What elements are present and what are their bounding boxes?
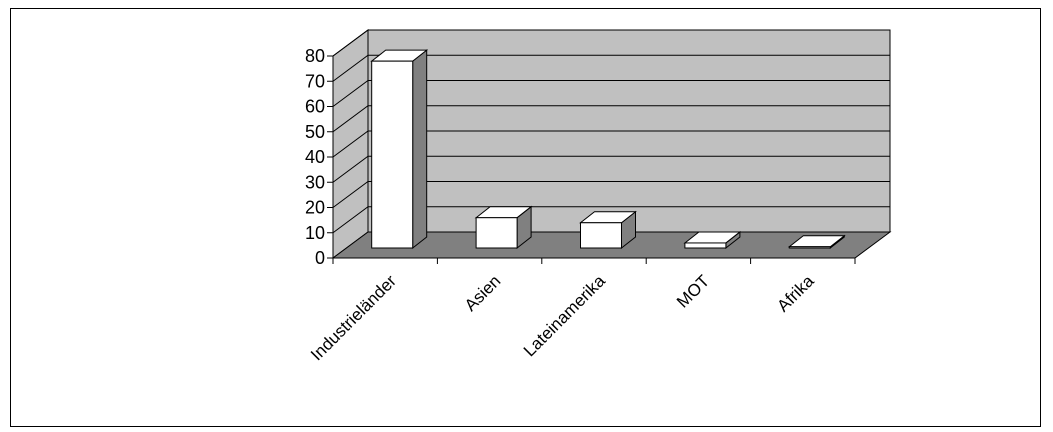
y-tick-label: 0 bbox=[315, 248, 325, 268]
gridline bbox=[332, 54, 890, 82]
y-tick-label: 30 bbox=[305, 172, 325, 192]
x-category-label: Industrieländer bbox=[307, 271, 400, 364]
y-tick-label: 50 bbox=[305, 122, 325, 142]
y-axis: 0 10 20 30 40 50 60 70 80 bbox=[305, 46, 334, 268]
grid-lines bbox=[332, 29, 890, 234]
y-tick-label: 10 bbox=[305, 223, 325, 243]
bar-front bbox=[684, 242, 727, 249]
bar-front bbox=[475, 217, 518, 249]
bars bbox=[370, 49, 846, 250]
bar bbox=[579, 210, 637, 250]
gridline bbox=[332, 206, 890, 234]
y-tick-label: 40 bbox=[305, 147, 325, 167]
bar bbox=[370, 49, 429, 250]
gridline bbox=[332, 130, 890, 158]
x-axis: Industrieländer Asien Lateinamerika MOT Afri… bbox=[307, 257, 856, 364]
gridline bbox=[332, 181, 890, 208]
x-category-label: Asien bbox=[461, 271, 505, 315]
bar-front bbox=[580, 222, 622, 249]
gridline bbox=[332, 105, 890, 133]
bar-side bbox=[412, 49, 428, 250]
bar-front bbox=[371, 60, 414, 249]
x-category-label: MOT bbox=[673, 271, 713, 311]
y-tick-label: 60 bbox=[305, 97, 325, 117]
x-category-label: Lateinamerika bbox=[520, 271, 609, 360]
bar bbox=[683, 230, 742, 250]
gridline bbox=[332, 155, 890, 183]
gridline bbox=[332, 80, 890, 107]
x-category-label: Afrika bbox=[773, 271, 818, 316]
bar bbox=[474, 205, 533, 250]
y-tick-label: 80 bbox=[305, 46, 325, 66]
y-tick-label: 70 bbox=[305, 71, 325, 91]
gridline bbox=[332, 29, 890, 57]
y-tick-label: 20 bbox=[305, 198, 325, 218]
bar-front bbox=[788, 246, 831, 249]
bar bbox=[787, 234, 846, 250]
